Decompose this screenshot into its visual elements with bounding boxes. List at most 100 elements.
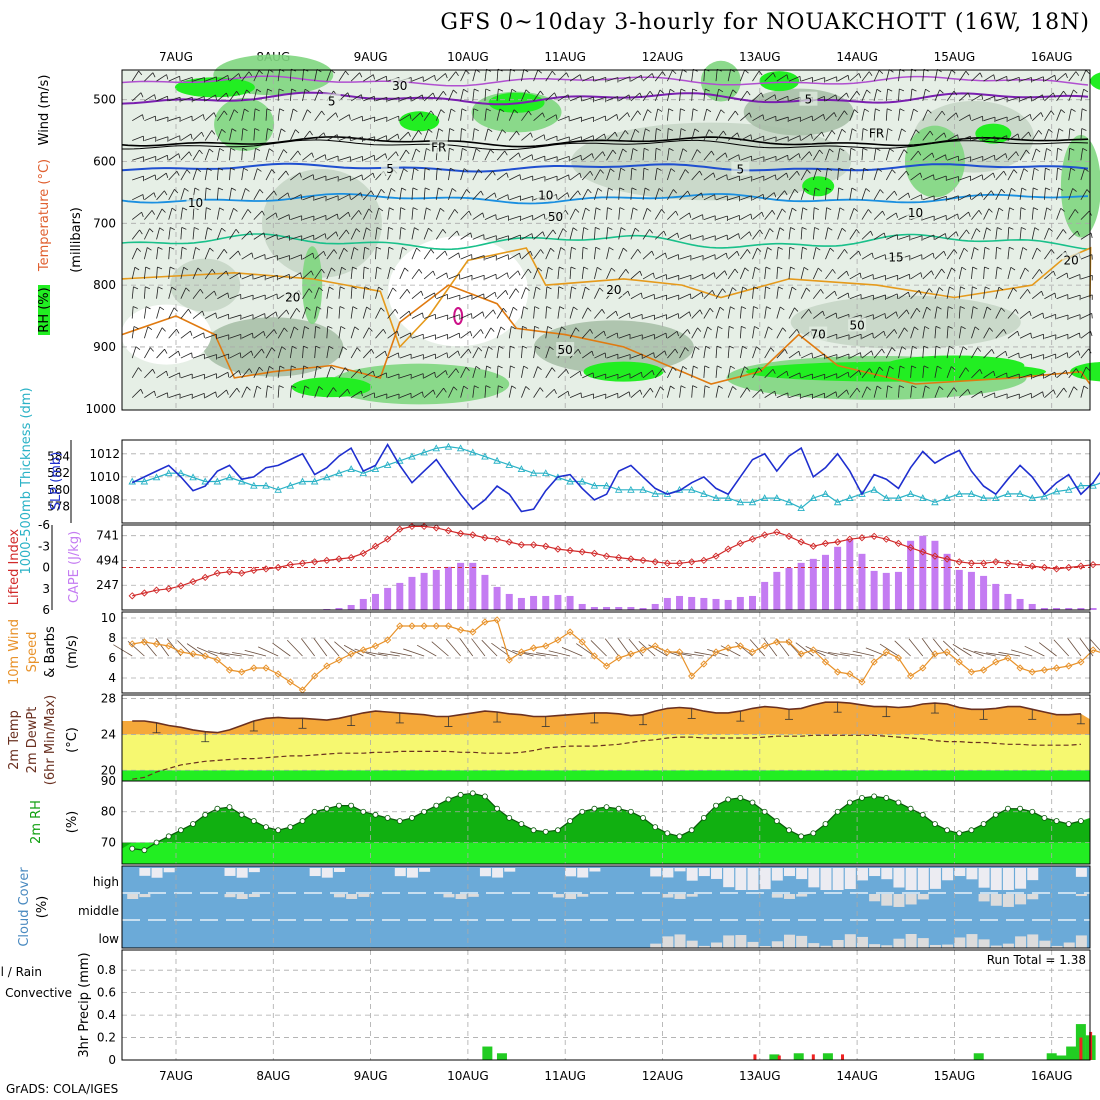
upper-wind-barb [813,373,825,379]
upper-wind-barb [1019,168,1025,181]
upper-wind-barb-flag [500,326,506,331]
upper-wind-barb [423,92,434,102]
rh-shading-bright [802,176,835,197]
upper-wind-barb [144,228,150,240]
upper-wind-barb-flag [579,172,582,178]
middle-cloud-gap [771,894,783,898]
wind-speed-marker [736,642,744,650]
upper-wind-barb [837,74,849,82]
upper-wind-barb [1019,247,1024,260]
middle-cloud-gap [248,894,260,898]
upper-wind-barb [728,195,740,201]
upper-wind-barb [813,392,825,399]
upper-wind-barb-flag [1054,372,1057,378]
upper-wind-barb-flag [1042,312,1045,319]
upper-wind-barb [1019,267,1026,280]
upper-wind-barb [691,170,700,181]
upper-wind-barb-flag [587,188,592,194]
upper-wind-barb [241,168,244,181]
upper-wind-barb [326,346,330,359]
upper-wind-barb-flag [653,272,655,278]
upper-wind-barb [144,115,156,122]
upper-wind-barb [594,169,601,181]
upper-wind-barb [265,347,273,359]
upper-wind-barb [1080,70,1087,82]
cape-bar [1065,607,1073,610]
upper-wind-barb [813,289,822,299]
upper-wind-barb-flag [309,130,313,136]
lifted-index-marker [615,553,623,562]
precip-total-bar [496,1053,507,1060]
upper-wind-barb [484,273,497,280]
upper-wind-barb-flag [810,133,813,139]
upper-wind-barb [922,252,934,260]
upper-wind-barb [423,228,429,240]
upper-wind-barb [314,69,318,82]
upper-wind-barb [703,254,716,260]
upper-wind-barb-flag [461,128,467,131]
thickness-tick-label: 582 [47,466,70,480]
upper-wind-barb [241,350,252,359]
upper-wind-barb-flag [424,167,430,171]
upper-wind-barb [144,368,153,379]
upper-wind-barb [910,129,917,141]
upper-wind-barb [423,207,427,220]
surface-wind-barb [828,651,850,657]
upper-wind-barb-flag [395,151,399,157]
upper-wind-barb-flag [784,349,788,354]
rh-2m-marker [895,799,902,806]
upper-wind-barb [594,133,605,141]
upper-wind-barb-flag [303,365,309,369]
upper-wind-barb [581,307,589,319]
rh-2m-marker [700,814,707,821]
upper-wind-barb [387,188,392,200]
upper-wind-barb-flag [567,94,570,100]
wind-speed-marker [627,650,635,658]
upper-wind-barb [715,152,726,161]
upper-wind-barb-flag [368,327,373,332]
upper-wind-barb-flag [659,89,664,94]
lifted-index-marker [1040,563,1049,572]
upper-wind-barb [143,326,149,339]
upper-wind-barb [156,116,169,122]
upper-wind-barb-flag [858,370,862,376]
upper-wind-barb [667,274,679,280]
upper-wind-barb-flag [996,246,1002,250]
cape-bar [1028,603,1036,610]
surface-wind-barb [343,644,364,657]
upper-wind-barb-flag [443,90,447,96]
upper-wind-barb [350,326,356,339]
upper-wind-barb-flag [278,385,284,388]
upper-wind-barb-flag [769,228,774,233]
upper-wind-barb-flag [354,326,359,331]
surface-wind-barb [775,638,790,657]
upper-wind-barb [727,110,736,121]
upper-wind-barb [168,372,180,379]
upper-wind-barb [764,326,769,339]
upper-wind-barb [265,311,277,319]
upper-wind-barb [739,346,743,359]
upper-wind-barb [873,232,885,240]
upper-wind-barb [593,207,597,220]
upper-wind-barb [727,268,736,280]
upper-wind-barb [411,76,424,82]
upper-wind-barb [448,252,459,260]
precip-axis-title: 3hr Precip (mm) [77,952,92,1057]
lifted-index-marker [481,534,489,542]
upper-wind-barb-flag [498,385,503,389]
upper-wind-barb [764,286,766,299]
upper-wind-barb [533,231,544,240]
rh-2m-marker [713,802,719,809]
surface-wind-barb [1053,639,1070,657]
cape-bar [542,595,550,610]
upper-wind-barb [338,346,344,359]
upper-wind-barb-flag [465,69,470,75]
upper-wind-barb [703,346,707,359]
lifted-index-marker [177,582,185,590]
upper-wind-barb [545,306,548,319]
rh-2m-marker [980,821,987,827]
lifted-index-marker [870,532,878,540]
upper-wind-barb [898,170,907,181]
contour-label-bg [604,282,623,297]
upper-wind-barb-flag [579,371,582,377]
